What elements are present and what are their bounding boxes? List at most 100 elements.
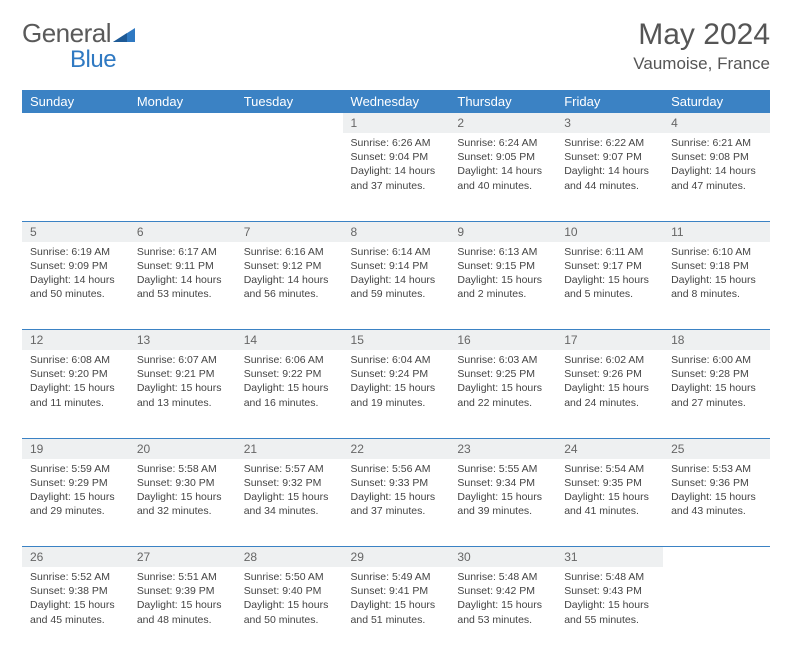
day-cell (22, 133, 129, 221)
daynum-cell: 4 (663, 113, 770, 133)
day-number: 3 (556, 113, 663, 133)
day-cell: Sunrise: 6:11 AMSunset: 9:17 PMDaylight:… (556, 242, 663, 330)
daylight-line: Daylight: 15 hours and 37 minutes. (351, 490, 442, 518)
daynum-cell: 30 (449, 547, 556, 568)
sunrise-line: Sunrise: 5:50 AM (244, 570, 335, 584)
daynum-cell: 20 (129, 438, 236, 459)
daynum-cell: 6 (129, 221, 236, 242)
daylight-line: Daylight: 15 hours and 29 minutes. (30, 490, 121, 518)
sunset-line: Sunset: 9:43 PM (564, 584, 655, 598)
brand-logo: General Blue (22, 18, 135, 80)
daynum-cell: 1 (343, 113, 450, 133)
day-number: 17 (556, 330, 663, 350)
daynum-cell: 21 (236, 438, 343, 459)
calendar-table: SundayMondayTuesdayWednesdayThursdayFrid… (22, 90, 770, 655)
dow-header: Monday (129, 90, 236, 113)
daynum-cell: 7 (236, 221, 343, 242)
sunset-line: Sunset: 9:12 PM (244, 259, 335, 273)
day-content: Sunrise: 6:02 AMSunset: 9:26 PMDaylight:… (556, 350, 663, 414)
day-cell (236, 133, 343, 221)
sunrise-line: Sunrise: 6:07 AM (137, 353, 228, 367)
day-cell: Sunrise: 5:50 AMSunset: 9:40 PMDaylight:… (236, 567, 343, 655)
day-number: 2 (449, 113, 556, 133)
day-content: Sunrise: 6:00 AMSunset: 9:28 PMDaylight:… (663, 350, 770, 414)
daylight-line: Daylight: 14 hours and 40 minutes. (457, 164, 548, 192)
sunset-line: Sunset: 9:28 PM (671, 367, 762, 381)
sunset-line: Sunset: 9:15 PM (457, 259, 548, 273)
daylight-line: Daylight: 15 hours and 53 minutes. (457, 598, 548, 626)
sunset-line: Sunset: 9:26 PM (564, 367, 655, 381)
day-cell: Sunrise: 5:58 AMSunset: 9:30 PMDaylight:… (129, 459, 236, 547)
day-cell: Sunrise: 6:00 AMSunset: 9:28 PMDaylight:… (663, 350, 770, 438)
day-number: 18 (663, 330, 770, 350)
sunset-line: Sunset: 9:32 PM (244, 476, 335, 490)
dow-header: Saturday (663, 90, 770, 113)
day-content: Sunrise: 6:04 AMSunset: 9:24 PMDaylight:… (343, 350, 450, 414)
day-cell: Sunrise: 5:48 AMSunset: 9:43 PMDaylight:… (556, 567, 663, 655)
sunset-line: Sunset: 9:22 PM (244, 367, 335, 381)
day-content: Sunrise: 5:50 AMSunset: 9:40 PMDaylight:… (236, 567, 343, 631)
daynum-row: 19202122232425 (22, 438, 770, 459)
sunset-line: Sunset: 9:04 PM (351, 150, 442, 164)
daynum-cell: 26 (22, 547, 129, 568)
sunset-line: Sunset: 9:36 PM (671, 476, 762, 490)
day-content: Sunrise: 5:52 AMSunset: 9:38 PMDaylight:… (22, 567, 129, 631)
daylight-line: Daylight: 14 hours and 53 minutes. (137, 273, 228, 301)
title-block: May 2024 Vaumoise, France (633, 18, 770, 74)
day-content: Sunrise: 6:10 AMSunset: 9:18 PMDaylight:… (663, 242, 770, 306)
sunrise-line: Sunrise: 6:24 AM (457, 136, 548, 150)
day-number (663, 547, 770, 553)
sunset-line: Sunset: 9:11 PM (137, 259, 228, 273)
daynum-cell: 16 (449, 330, 556, 351)
sunset-line: Sunset: 9:07 PM (564, 150, 655, 164)
sunrise-line: Sunrise: 6:06 AM (244, 353, 335, 367)
day-cell: Sunrise: 6:17 AMSunset: 9:11 PMDaylight:… (129, 242, 236, 330)
daylight-line: Daylight: 15 hours and 43 minutes. (671, 490, 762, 518)
day-number: 13 (129, 330, 236, 350)
calendar-body: 1234Sunrise: 6:26 AMSunset: 9:04 PMDayli… (22, 113, 770, 655)
day-number: 12 (22, 330, 129, 350)
daylight-line: Daylight: 15 hours and 5 minutes. (564, 273, 655, 301)
week-row: Sunrise: 5:59 AMSunset: 9:29 PMDaylight:… (22, 459, 770, 547)
daynum-cell: 10 (556, 221, 663, 242)
dow-header: Friday (556, 90, 663, 113)
day-number: 5 (22, 222, 129, 242)
dow-header: Sunday (22, 90, 129, 113)
day-cell: Sunrise: 6:08 AMSunset: 9:20 PMDaylight:… (22, 350, 129, 438)
day-content: Sunrise: 5:54 AMSunset: 9:35 PMDaylight:… (556, 459, 663, 523)
day-content: Sunrise: 6:19 AMSunset: 9:09 PMDaylight:… (22, 242, 129, 306)
day-content: Sunrise: 5:48 AMSunset: 9:42 PMDaylight:… (449, 567, 556, 631)
day-cell: Sunrise: 6:26 AMSunset: 9:04 PMDaylight:… (343, 133, 450, 221)
day-number: 27 (129, 547, 236, 567)
day-number: 7 (236, 222, 343, 242)
sunrise-line: Sunrise: 6:04 AM (351, 353, 442, 367)
day-cell: Sunrise: 5:52 AMSunset: 9:38 PMDaylight:… (22, 567, 129, 655)
sunrise-line: Sunrise: 5:58 AM (137, 462, 228, 476)
day-number: 14 (236, 330, 343, 350)
day-content: Sunrise: 5:53 AMSunset: 9:36 PMDaylight:… (663, 459, 770, 523)
daylight-line: Daylight: 14 hours and 50 minutes. (30, 273, 121, 301)
daynum-cell: 28 (236, 547, 343, 568)
sunset-line: Sunset: 9:29 PM (30, 476, 121, 490)
sunrise-line: Sunrise: 6:10 AM (671, 245, 762, 259)
day-content: Sunrise: 5:55 AMSunset: 9:34 PMDaylight:… (449, 459, 556, 523)
day-content: Sunrise: 6:06 AMSunset: 9:22 PMDaylight:… (236, 350, 343, 414)
header: General Blue May 2024 Vaumoise, France (22, 18, 770, 80)
daynum-cell (663, 547, 770, 568)
sunset-line: Sunset: 9:05 PM (457, 150, 548, 164)
week-row: Sunrise: 6:08 AMSunset: 9:20 PMDaylight:… (22, 350, 770, 438)
sunset-line: Sunset: 9:33 PM (351, 476, 442, 490)
day-content: Sunrise: 6:07 AMSunset: 9:21 PMDaylight:… (129, 350, 236, 414)
day-cell: Sunrise: 6:06 AMSunset: 9:22 PMDaylight:… (236, 350, 343, 438)
day-number: 25 (663, 439, 770, 459)
daynum-cell: 12 (22, 330, 129, 351)
day-number: 26 (22, 547, 129, 567)
day-number: 29 (343, 547, 450, 567)
day-number: 15 (343, 330, 450, 350)
daylight-line: Daylight: 15 hours and 45 minutes. (30, 598, 121, 626)
day-number (129, 113, 236, 119)
sunset-line: Sunset: 9:25 PM (457, 367, 548, 381)
daynum-cell: 24 (556, 438, 663, 459)
day-number: 10 (556, 222, 663, 242)
sunrise-line: Sunrise: 5:57 AM (244, 462, 335, 476)
